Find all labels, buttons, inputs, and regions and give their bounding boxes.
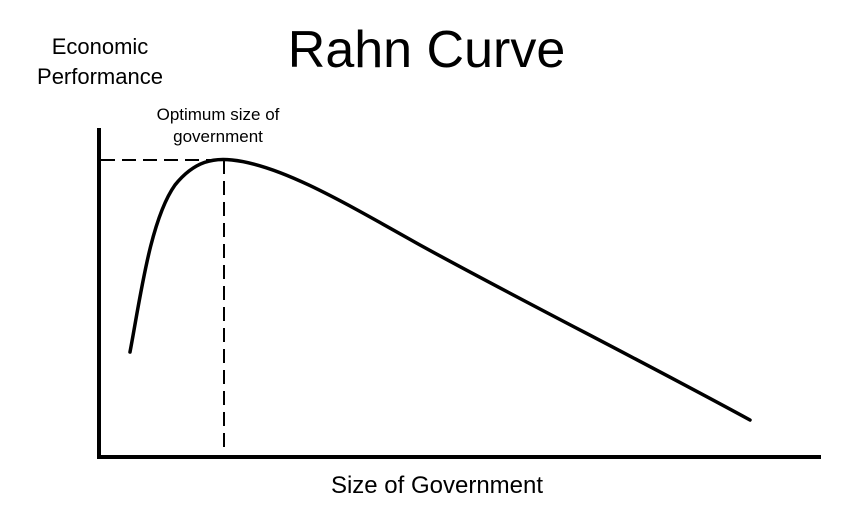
- y-axis-label: Economic Performance: [20, 32, 180, 92]
- annotation-line: government: [173, 127, 263, 146]
- annotation-line: Optimum size of: [156, 105, 280, 124]
- x-axis-label: Size of Government: [330, 472, 544, 499]
- rahn-curve: [128, 157, 752, 422]
- y-axis-label-line: Economic: [51, 34, 149, 59]
- y-axis-label-line: Performance: [37, 64, 163, 89]
- optimum-annotation: Optimum size of government: [130, 104, 306, 148]
- diagram-title: Rahn Curve: [287, 21, 566, 79]
